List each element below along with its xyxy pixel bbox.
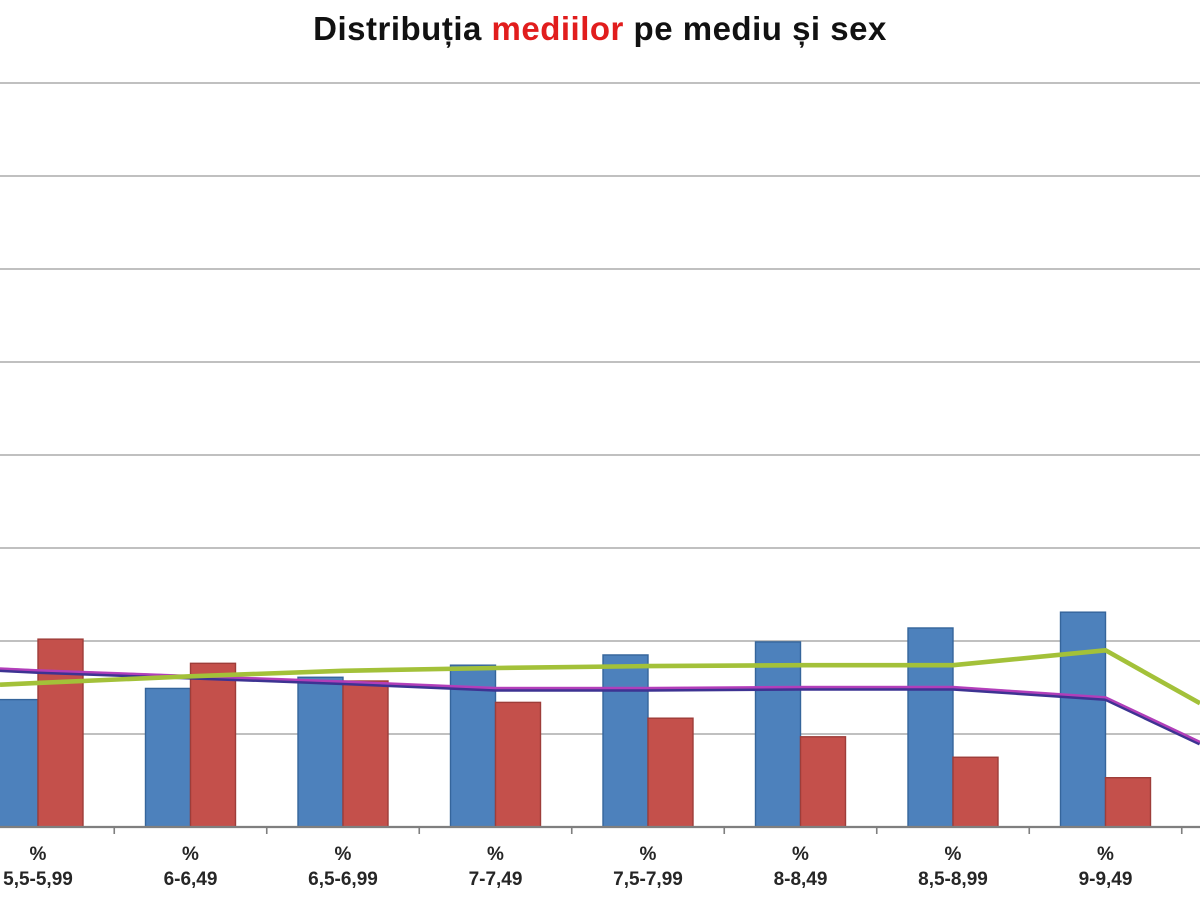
bar-red — [189, 662, 237, 828]
bar-blue — [602, 654, 649, 828]
bar-red — [37, 638, 84, 828]
bar-red — [1104, 777, 1152, 828]
line-magenta — [0, 667, 1200, 743]
bar-red — [647, 717, 694, 828]
chart-title: Distribuția mediilor pe mediu și sex — [0, 10, 1200, 48]
bar-red — [494, 701, 542, 828]
title-part-3: pe mediu și sex — [623, 10, 887, 47]
title-part-1: Distribuția — [313, 10, 492, 47]
line-indigo — [0, 667, 1200, 746]
bar-red — [342, 680, 389, 828]
bar-blue — [144, 687, 192, 828]
bar-blue — [1059, 611, 1107, 828]
bar-blue — [0, 698, 39, 828]
line-green — [0, 647, 1200, 706]
title-highlight: mediilor — [491, 10, 624, 47]
bar-blue — [907, 627, 954, 828]
bar-red — [952, 756, 999, 828]
bar-blue — [754, 641, 802, 828]
bar-red — [799, 736, 847, 828]
bar-blue — [297, 676, 344, 828]
